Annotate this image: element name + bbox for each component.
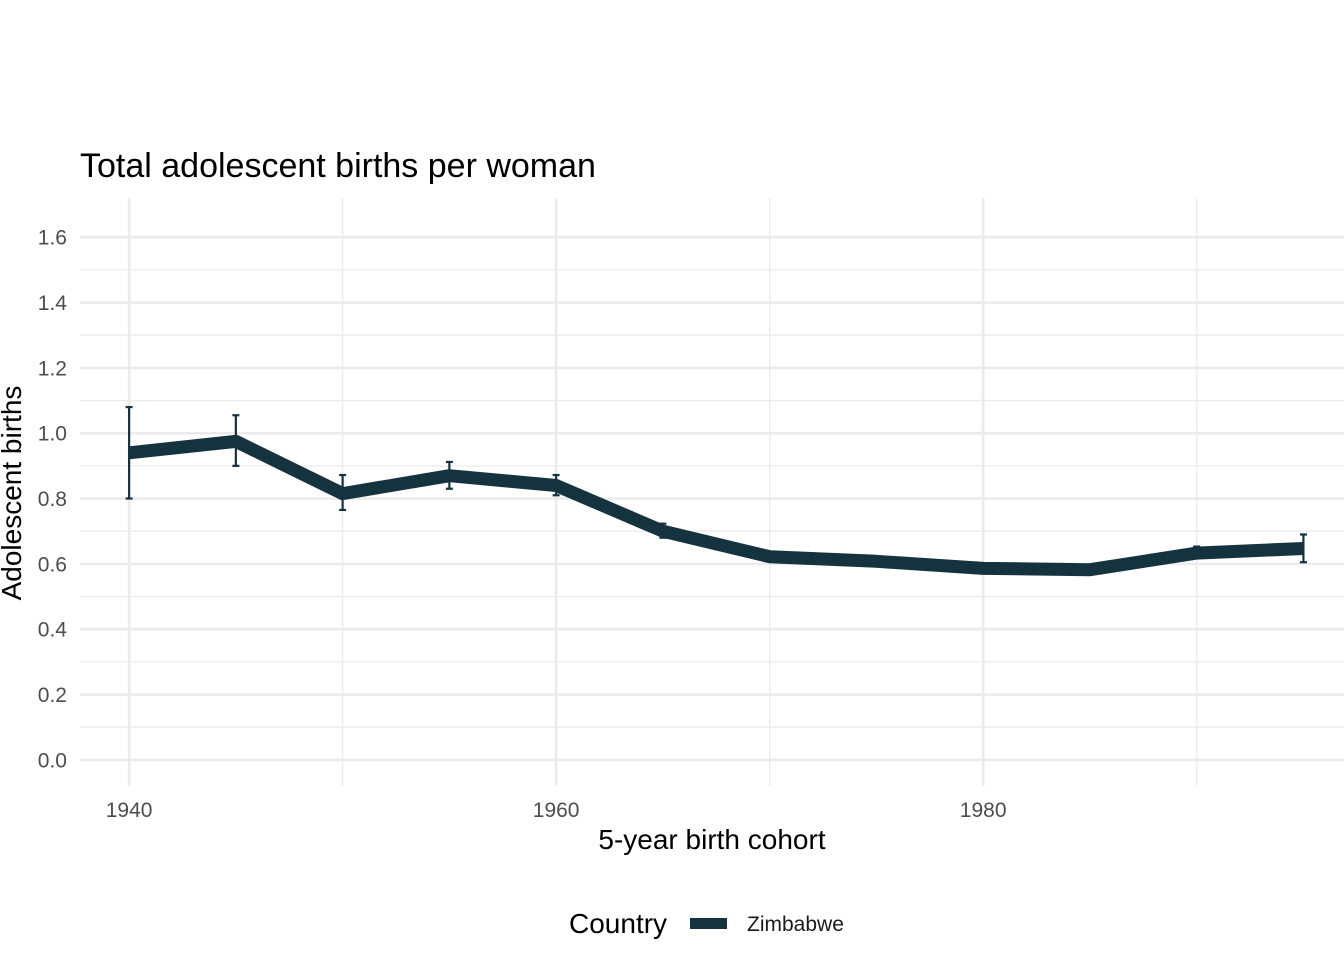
y-tick-label: 1.4	[38, 292, 68, 315]
error-bar	[1299, 533, 1307, 564]
y-tick-label: 1.2	[38, 357, 67, 380]
y-axis-title: Adolescent births	[0, 386, 27, 601]
legend-label-zimbabwe: Zimbabwe	[747, 913, 844, 936]
y-tick-label: 0.4	[38, 619, 68, 642]
series-layer	[128, 434, 1304, 577]
series-line-zimbabwe	[128, 434, 1304, 577]
y-tick-label: 0.6	[38, 553, 67, 576]
x-tick-label: 1940	[106, 799, 153, 822]
legend-title: Country	[569, 908, 667, 939]
legend: Country Zimbabwe	[569, 908, 844, 939]
grid-layer	[80, 198, 1344, 786]
y-tick-label: 0.8	[38, 488, 67, 511]
y-tick-labels: 0.0 0.2 0.4 0.6 0.8 1.0 1.2 1.4 1.6	[38, 227, 68, 773]
x-tick-label: 1960	[533, 799, 580, 822]
legend-key-zimbabwe	[690, 918, 727, 929]
x-axis-title: 5-year birth cohort	[598, 824, 825, 855]
x-tick-labels: 1940 1960 1980	[106, 799, 1007, 822]
y-tick-label: 0.2	[38, 684, 67, 707]
chart-title: Total adolescent births per woman	[80, 147, 596, 185]
x-tick-label: 1980	[960, 799, 1007, 822]
y-tick-label: 0.0	[38, 749, 67, 772]
y-tick-label: 1.0	[38, 423, 67, 446]
y-tick-label: 1.6	[38, 227, 67, 250]
